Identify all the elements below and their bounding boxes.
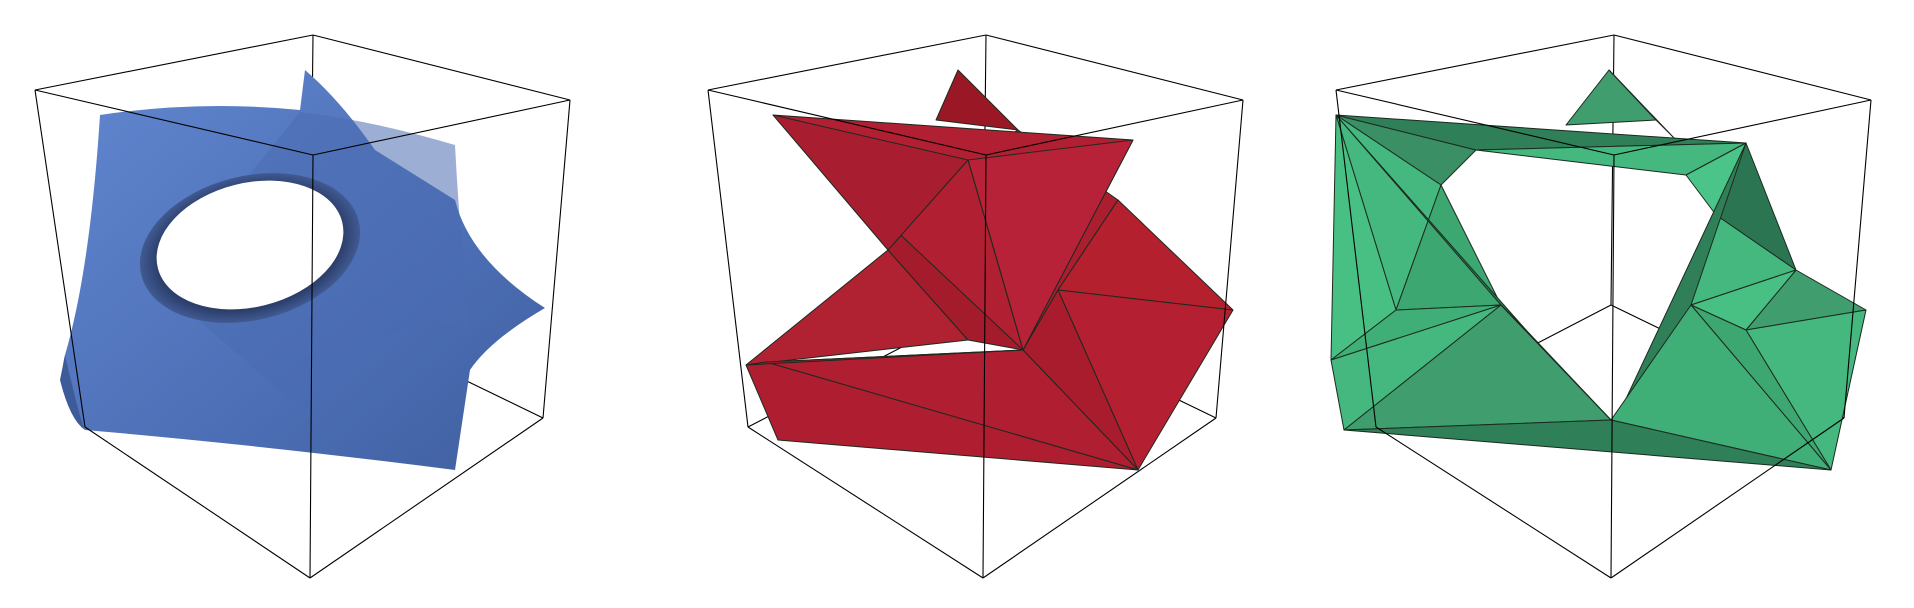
blue-surface bbox=[60, 70, 545, 470]
green-surface bbox=[1330, 69, 1867, 471]
smooth-surface-plot bbox=[34, 34, 571, 579]
red-surface-plot bbox=[707, 34, 1244, 579]
bounding-box-front bbox=[34, 89, 571, 579]
bounding-box-front bbox=[1335, 89, 1872, 579]
red-surface bbox=[745, 69, 1234, 471]
bounding-box-front bbox=[707, 89, 1244, 579]
panel-polyhedral-surface-green bbox=[1276, 0, 1914, 608]
green-surface-plot bbox=[1330, 34, 1872, 579]
panel-polyhedral-surface-red bbox=[638, 0, 1276, 608]
panel-smooth-surface bbox=[0, 0, 638, 608]
